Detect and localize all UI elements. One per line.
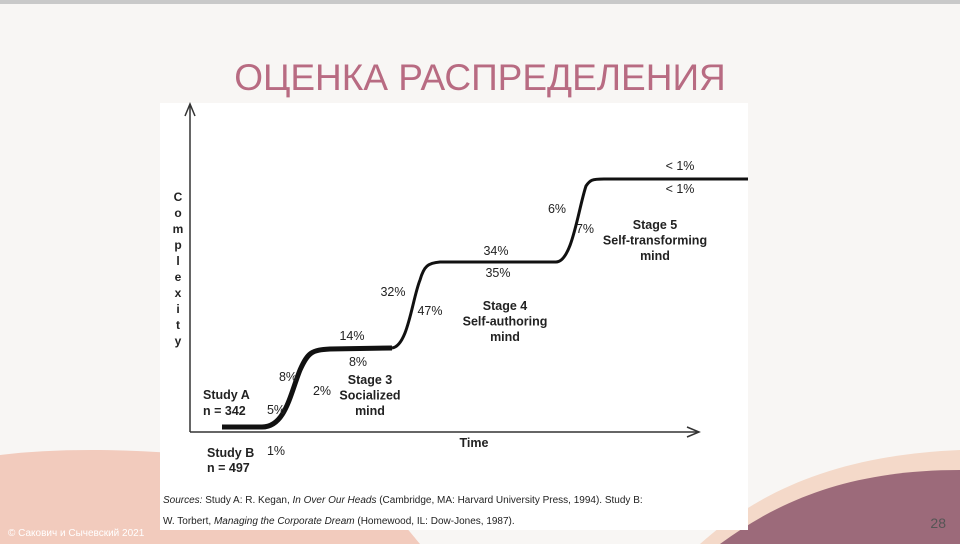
sources-text: Managing the Corporate Dream	[214, 516, 355, 527]
copyright: © Сакович и Сычевский 2021	[8, 528, 145, 539]
sources-line: W. Torbert, Managing the Corporate Dream…	[163, 516, 515, 527]
percent-label: 1%	[267, 444, 285, 458]
study-a: Study A	[203, 388, 250, 402]
stage-label: Stage 4	[483, 299, 528, 313]
stage-label: Stage 5	[633, 218, 678, 232]
top-bar	[0, 0, 960, 4]
stage-label: mind	[355, 404, 385, 418]
stage-label: mind	[490, 330, 520, 344]
stage-label: Self-transforming	[603, 234, 707, 248]
curve-lower	[222, 345, 393, 430]
stage-label: Socialized	[339, 389, 400, 403]
study-b: Study B	[207, 446, 254, 460]
percent-label: 8%	[279, 370, 297, 384]
sources-line: Sources: Study A: R. Kegan, In Over Our …	[163, 495, 643, 506]
percent-label: 47%	[417, 304, 442, 318]
sources-text: Sources:	[163, 495, 203, 506]
percent-label: 34%	[483, 244, 508, 258]
y-axis-label: Complexity	[171, 190, 185, 350]
stage-label: Stage 3	[348, 373, 393, 387]
percent-label: 7%	[576, 222, 594, 236]
x-axis-label: Time	[460, 436, 489, 450]
slide-title: ОЦЕНКА РАСПРЕДЕЛЕНИЯ	[234, 57, 726, 98]
sources-text: Study A: R. Kegan,	[202, 495, 292, 506]
percent-label: 8%	[349, 355, 367, 369]
sources-text: (Cambridge, MA: Harvard University Press…	[376, 495, 642, 506]
decor-right	[720, 470, 960, 544]
figure	[160, 103, 748, 530]
sources-text: W. Torbert,	[163, 516, 214, 527]
percent-label: 32%	[380, 285, 405, 299]
percent-label: 14%	[339, 329, 364, 343]
sources-text: (Homewood, IL: Dow-Jones, 1987).	[355, 516, 515, 527]
percent-label: < 1%	[666, 182, 695, 196]
stage-label: Self-authoring	[463, 315, 548, 329]
percent-label: 5%	[267, 403, 285, 417]
stage-label: mind	[640, 249, 670, 263]
sources-text: In Over Our Heads	[293, 495, 377, 506]
percent-label: 35%	[485, 266, 510, 280]
study-a-n: n = 342	[203, 404, 246, 418]
percent-label: < 1%	[666, 159, 695, 173]
y-arrow	[184, 102, 196, 117]
curve-upper	[391, 177, 748, 350]
percent-label: 6%	[548, 202, 566, 216]
study-b-n: n = 497	[207, 461, 250, 475]
percent-label: 2%	[313, 384, 331, 398]
page-number: 28	[930, 515, 946, 531]
x-arrow	[686, 426, 701, 438]
